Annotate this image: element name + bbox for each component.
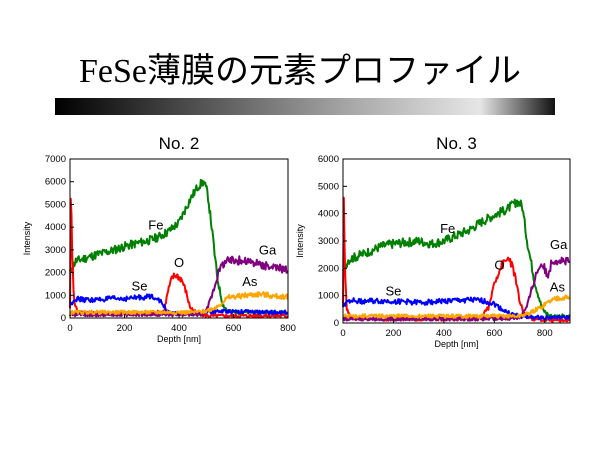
series-line-fe: [342, 198, 571, 320]
y-tick-label: 1000: [318, 291, 339, 302]
x-tick-label: 600: [226, 323, 242, 334]
x-tick-label: 600: [486, 328, 502, 339]
chart-title: No. 3: [436, 134, 477, 153]
chart-no3: No. 3 Fe O Se Ga As 0 200 400 600 800 0 1000 2000 3000…: [295, 134, 571, 349]
series-label-o: O: [174, 255, 184, 270]
y-tick-label: 0: [61, 313, 66, 324]
series-label-fe: Fe: [440, 221, 455, 236]
y-tick-label: 3000: [318, 236, 339, 247]
x-tick-label: 0: [340, 328, 345, 339]
y-tick-label: 4000: [45, 222, 66, 233]
x-tick-label: 0: [67, 323, 72, 334]
slide-title: FeSe薄膜の元素プロファイル: [79, 53, 521, 90]
y-tick-label: 7000: [45, 154, 66, 165]
x-tick-label: 800: [537, 328, 553, 339]
y-axis-label: Intensity: [295, 224, 305, 258]
x-tick-label: 200: [117, 323, 133, 334]
x-tick-label: 200: [386, 328, 402, 339]
x-tick-label: 800: [280, 323, 296, 334]
series-line-se: [342, 296, 571, 321]
series-label-ga: Ga: [259, 242, 277, 257]
series-label-se: Se: [385, 284, 401, 299]
series-label-as: As: [550, 280, 566, 295]
title-gradient-bar: [55, 98, 555, 115]
y-tick-label: 2000: [318, 263, 339, 274]
series-label-as: As: [242, 274, 258, 289]
y-tick-label: 3000: [45, 245, 66, 256]
series-label-o: O: [494, 258, 504, 273]
series-label-fe: Fe: [148, 217, 163, 232]
x-axis-label: Depth [nm]: [434, 339, 478, 349]
y-tick-label: 5000: [45, 199, 66, 210]
series-line-as: [342, 294, 571, 320]
x-tick-label: 400: [436, 328, 452, 339]
y-tick-label: 0: [334, 318, 339, 329]
series-line-as: [69, 291, 289, 316]
x-axis-label: Depth [nm]: [157, 334, 201, 344]
series-line-o: [342, 196, 571, 323]
y-tick-label: 5000: [318, 181, 339, 192]
chart-no2: No. 2 Fe O Se Ga As 0 200 400 600 800 0 1000 2000 3000…: [22, 134, 296, 344]
series-label-ga: Ga: [550, 237, 568, 252]
series-label-se: Se: [132, 279, 148, 294]
chart-title: No. 2: [159, 134, 200, 153]
y-tick-label: 4000: [318, 209, 339, 220]
y-tick-label: 1000: [45, 290, 66, 301]
y-axis-label: Intensity: [22, 221, 32, 255]
y-tick-label: 6000: [318, 154, 339, 165]
y-tick-label: 2000: [45, 268, 66, 279]
x-tick-label: 400: [171, 323, 187, 334]
y-tick-label: 6000: [45, 177, 66, 188]
